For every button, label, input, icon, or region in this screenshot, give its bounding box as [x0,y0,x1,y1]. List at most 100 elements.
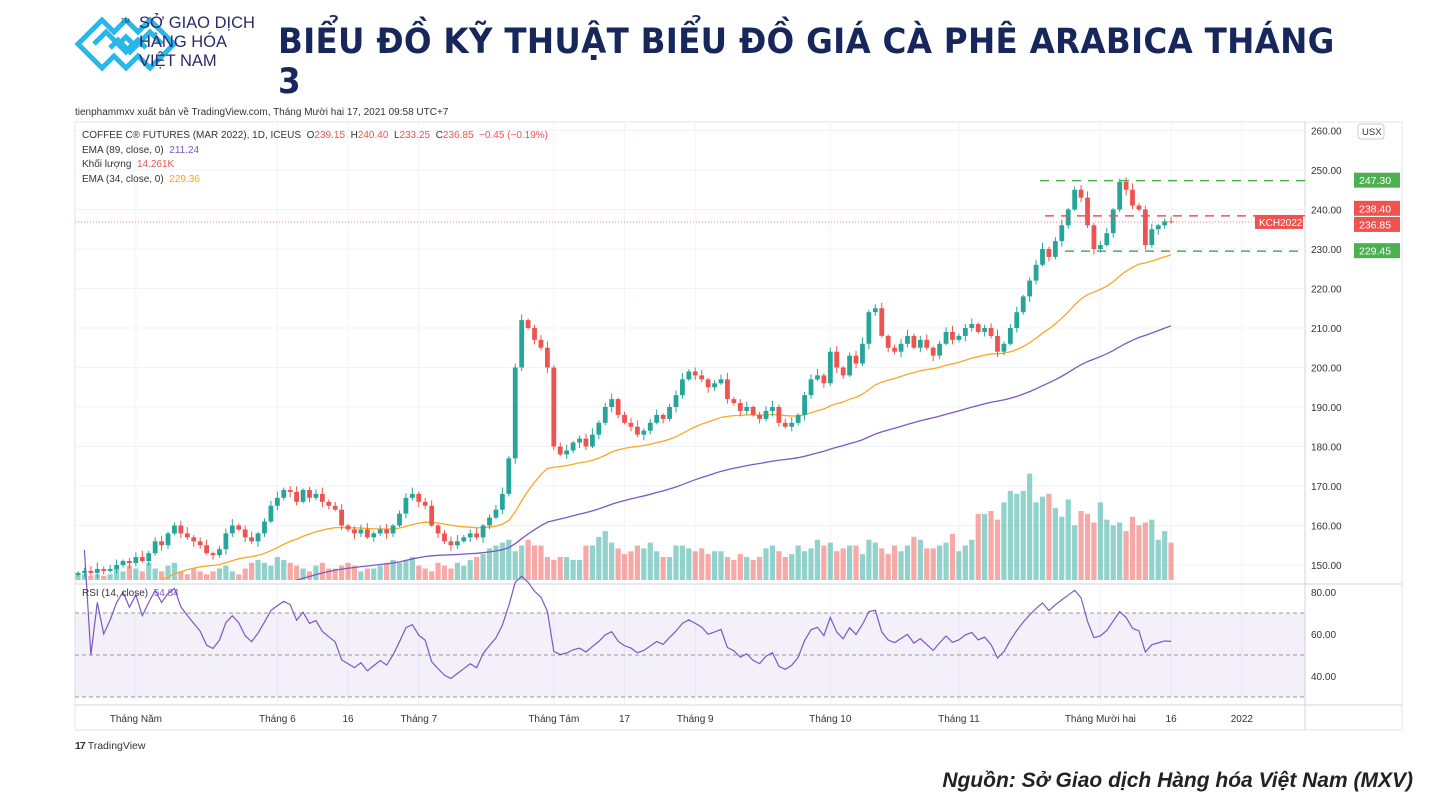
ema89-line [295,325,1172,580]
price-tick-label: 200.00 [1311,364,1342,375]
level-price-badge [1354,200,1400,216]
volume-bar [879,548,885,580]
candle-body [262,521,267,534]
time-tick-label: Tháng 7 [400,714,437,725]
price-tick-label: 260.00 [1311,127,1342,138]
candle-body [943,331,949,344]
candle-body [795,414,801,423]
candle-body [1149,229,1155,246]
volume-bar [1078,511,1084,580]
candle-body [352,529,357,534]
candle-body [950,331,955,340]
volume-bar [184,574,190,580]
volume-bar [281,559,287,580]
candle-body [757,414,762,419]
candle-body [512,367,518,459]
candle-body [924,339,930,348]
level-price-label: 247.30 [1359,175,1391,187]
volume-bar [461,565,467,580]
volume-bar [538,545,544,580]
candle-body [474,533,480,538]
volume-bar [171,562,178,580]
volume-bar [261,562,268,580]
volume-bar [126,565,133,580]
volume-bar [1027,473,1033,580]
chart-frame [74,121,1403,731]
volume-bar [634,545,641,580]
price-tick-label: 160.00 [1311,522,1342,533]
volume-bar [1136,525,1142,580]
volume-bar [101,575,107,580]
volume-bar [628,551,634,580]
rsi-legend[interactable]: RSI (14, close) 54.84 [82,587,179,602]
volume-bar [1052,508,1058,580]
legend-symbol-row[interactable]: COFFEE C® FUTURES (MAR 2022), 1D, ICEUS … [82,129,548,144]
volume-bar [345,562,351,580]
legend-ema89-row[interactable]: EMA (89, close, 0) 211.24 [82,144,548,159]
volume-bar [557,557,563,580]
candle-body [750,407,756,415]
volume-bar [332,568,338,580]
volume-bar [371,568,377,580]
volume-bar [949,534,956,580]
volume-bar [339,565,345,580]
price-tick-label: 250.00 [1311,166,1342,177]
candle-body [506,458,512,494]
high-value: 240.40 [357,130,389,141]
candle-body [815,375,820,380]
candle-body [776,407,782,423]
volume-bar [544,557,550,580]
volume-bar [962,545,968,580]
volume-bar [454,562,460,580]
logo-text: SỞ GIAO DỊCH HÀNG HÓA VIỆT NAM [139,14,255,71]
candle-body [911,335,917,348]
volume-bar [795,545,801,580]
volume-bar [223,565,229,580]
candle-body [1052,241,1058,257]
candle-body [191,537,197,542]
candle-body [416,493,422,502]
volume-bar [268,565,274,580]
candle-body [737,403,743,411]
candle-body [82,570,87,573]
volume-bar [107,574,113,580]
volume-bar [249,562,255,580]
candle-body [480,525,486,538]
candle-body [197,541,203,546]
candle-body [493,509,499,518]
candle-body [590,434,595,447]
volume-bar [422,568,428,580]
candle-body [821,375,827,384]
volume-bar [499,542,505,580]
candle-body [577,438,582,443]
candle-body [622,414,627,423]
price-tick-label: 240.00 [1311,206,1342,217]
candle-body [1078,189,1084,198]
symbol-badge [1255,214,1303,229]
volume-bar [377,565,383,580]
candle-body [249,537,255,542]
volume-bar [474,557,480,580]
candle-body [544,347,550,368]
candle-body [133,557,139,564]
price-tick-label: 210.00 [1311,324,1342,335]
volume-bar [602,531,608,580]
candle-body [519,320,525,368]
volume-bar [756,557,763,580]
candle-body [274,497,280,506]
volume-bar [975,513,981,580]
time-tick-label: 2022 [1231,714,1254,725]
volume-bar [1001,502,1007,580]
candle-body [1168,221,1174,223]
volume-label: Khối lượng [82,159,132,170]
volume-bar [1123,531,1129,580]
rsi-tick-label: 40.00 [1311,672,1336,683]
legend-ema34-row[interactable]: EMA (34, close, 0) 229.36 [82,173,548,188]
volume-bar [827,542,833,580]
time-tick-label: 16 [342,714,354,725]
tradingview-logo[interactable]: 17 TradingView [75,740,145,752]
volume-bar [969,539,975,580]
legend-volume-row[interactable]: Khối lượng 14.261K [82,158,548,173]
volume-bar [1072,525,1078,580]
